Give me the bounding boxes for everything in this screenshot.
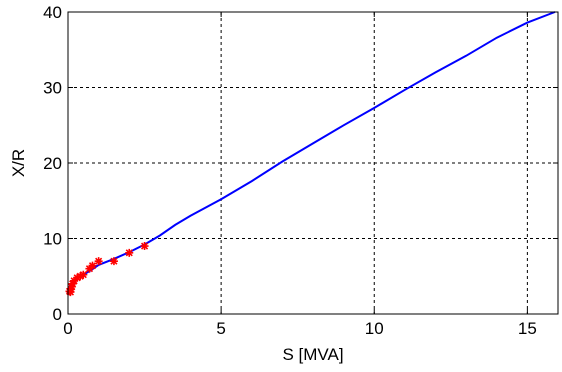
y-tick-label: 10 [43, 230, 62, 249]
tick-marks [67, 11, 558, 315]
x-tick-label: 10 [365, 319, 384, 338]
data-point-marker [73, 273, 82, 282]
data-point-marker [68, 279, 77, 288]
x-tick-label: 15 [518, 319, 537, 338]
tick-labels: 0 5 10 15 0 10 20 30 40 [43, 3, 537, 338]
data-point-marker [85, 264, 94, 273]
y-tick-label: 40 [43, 3, 62, 22]
data-point-marker [70, 276, 79, 285]
data-point-marker [94, 257, 103, 266]
data-point-marker [88, 261, 97, 270]
y-tick-label: 30 [43, 79, 62, 98]
y-axis-label: X/R [9, 149, 28, 177]
y-tick-label: 20 [43, 154, 62, 173]
grid-lines [68, 12, 558, 314]
x-tick-label: 0 [63, 319, 72, 338]
y-tick-label: 0 [53, 305, 62, 324]
x-axis-label: S [MVA] [282, 345, 343, 364]
x-tick-label: 5 [216, 319, 225, 338]
data-point-marker [76, 272, 85, 281]
data-point-marker [109, 257, 118, 266]
data-point-marker [79, 270, 88, 279]
data-point-marker [67, 282, 76, 291]
data-point-marker [125, 248, 134, 257]
data-point-marker [140, 242, 149, 251]
series-layer [65, 11, 556, 297]
